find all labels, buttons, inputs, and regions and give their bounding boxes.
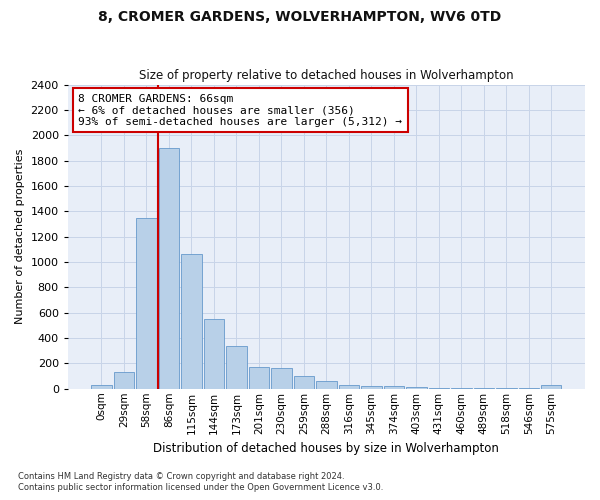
Bar [136,218,157,389]
Bar [361,386,382,389]
Y-axis label: Number of detached properties: Number of detached properties [15,149,25,324]
Bar [316,381,337,389]
Bar [384,386,404,389]
Text: 8, CROMER GARDENS, WOLVERHAMPTON, WV6 0TD: 8, CROMER GARDENS, WOLVERHAMPTON, WV6 0T… [98,10,502,24]
Bar [474,388,494,389]
Text: 8 CROMER GARDENS: 66sqm
← 6% of detached houses are smaller (356)
93% of semi-de: 8 CROMER GARDENS: 66sqm ← 6% of detached… [78,94,402,127]
Bar [91,385,112,389]
Bar [159,148,179,389]
Bar [339,385,359,389]
Bar [541,385,562,389]
Bar [249,367,269,389]
Bar [451,388,472,389]
X-axis label: Distribution of detached houses by size in Wolverhampton: Distribution of detached houses by size … [154,442,499,455]
Bar [519,388,539,389]
Bar [406,388,427,389]
Bar [271,368,292,389]
Text: Contains HM Land Registry data © Crown copyright and database right 2024.
Contai: Contains HM Land Registry data © Crown c… [18,472,383,492]
Bar [181,254,202,389]
Bar [114,372,134,389]
Bar [496,388,517,389]
Bar [294,376,314,389]
Bar [204,319,224,389]
Bar [429,388,449,389]
Bar [226,346,247,389]
Title: Size of property relative to detached houses in Wolverhampton: Size of property relative to detached ho… [139,69,514,82]
